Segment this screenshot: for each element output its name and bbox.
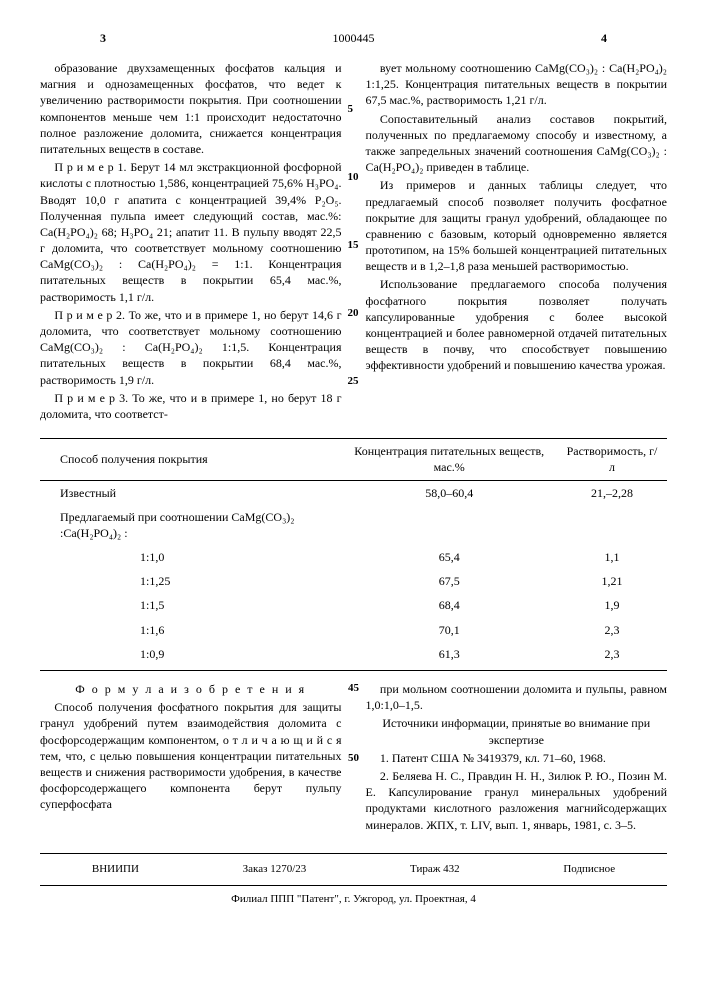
cell: 1:1,5 (40, 593, 341, 617)
line-num: 50 (348, 751, 359, 766)
table-row: 1:1,25 67,5 1,21 (40, 569, 667, 593)
cell: 61,3 (341, 642, 557, 671)
line-num: 5 (348, 102, 354, 117)
line-num: 15 (348, 238, 359, 253)
body-text: П р и м е р 1. Берут 14 мл экстракционно… (40, 159, 342, 305)
cell: 1:1,6 (40, 618, 341, 642)
cell: 1:1,0 (40, 545, 341, 569)
table-row: 1:1,0 65,4 1,1 (40, 545, 667, 569)
bottom-left-column: Ф о р м у л а и з о б р е т е н и я Спос… (40, 681, 342, 835)
body-text: Из примеров и данных таблицы следует, чт… (366, 177, 668, 274)
body-text: образование двухзамещенных фосфатов каль… (40, 60, 342, 157)
cell: 1,9 (557, 593, 667, 617)
line-num: 20 (348, 306, 359, 321)
col-header: Растворимость, г/л (557, 439, 667, 480)
cell: 65,4 (341, 545, 557, 569)
patent-number: 1000445 (333, 30, 375, 46)
body-text: Способ получения фосфатного покрытия для… (40, 699, 342, 812)
footer-address: Филиал ППП "Патент", г. Ужгород, ул. Про… (40, 892, 667, 907)
cell: 1,1 (557, 545, 667, 569)
cell: 21,–2,28 (557, 480, 667, 505)
body-text: 2. Беляева Н. С., Правдин Н. Н., Зилюк Р… (366, 768, 668, 833)
table-header-row: Способ получения покрытия Концентрация п… (40, 439, 667, 480)
cell: 2,3 (557, 618, 667, 642)
footer-row: ВНИИПИ Заказ 1270/23 Тираж 432 Подписное (40, 860, 667, 879)
footer: ВНИИПИ Заказ 1270/23 Тираж 432 Подписное… (40, 853, 667, 907)
cell: 68,4 (341, 593, 557, 617)
cell (557, 505, 667, 545)
table-row: 1:1,6 70,1 2,3 (40, 618, 667, 642)
claims-title: Ф о р м у л а и з о б р е т е н и я (40, 681, 342, 697)
body-text: П р и м е р 3. То же, что и в примере 1,… (40, 390, 342, 422)
comparison-table: Способ получения покрытия Концентрация п… (40, 438, 667, 671)
line-num: 25 (348, 374, 359, 389)
table-row: Известный 58,0–60,4 21,–2,28 (40, 480, 667, 505)
sources-title: Источники информации, принятые во вниман… (366, 715, 668, 747)
left-column: образование двухзамещенных фосфатов каль… (40, 60, 342, 424)
line-num: 10 (348, 170, 359, 185)
cell: Предлагаемый при соотношении CaMg(CO₃)₂ … (40, 505, 341, 545)
bottom-right-column: при мольном соотношении доломита и пульп… (366, 681, 668, 835)
body-text: вует мольному соотношению CaMg(CO₃)₂ : C… (366, 60, 668, 109)
col-header: Способ получения покрытия (40, 439, 341, 480)
body-text: Сопоставительный анализ составов покрыти… (366, 111, 668, 176)
main-columns: 5 10 15 20 25 образование двухзамещенных… (40, 60, 667, 424)
col-header: Концентрация питательных веществ, мас.% (341, 439, 557, 480)
bottom-columns: 45 50 Ф о р м у л а и з о б р е т е н и … (40, 681, 667, 835)
footer-order: Заказ 1270/23 (243, 862, 307, 877)
cell: 1:1,25 (40, 569, 341, 593)
body-text: при мольном соотношении доломита и пульп… (366, 681, 668, 713)
cell: Известный (40, 480, 341, 505)
right-column: вует мольному соотношению CaMg(CO₃)₂ : C… (366, 60, 668, 424)
line-num: 45 (348, 681, 359, 696)
table-row: Предлагаемый при соотношении CaMg(CO₃)₂ … (40, 505, 667, 545)
table-row: 1:1,5 68,4 1,9 (40, 593, 667, 617)
cell: 1:0,9 (40, 642, 341, 671)
body-text: П р и м е р 2. То же, что и в примере 1,… (40, 307, 342, 388)
footer-org: ВНИИПИ (92, 862, 139, 877)
body-text: 1. Патент США № 3419379, кл. 71–60, 1968… (366, 750, 668, 766)
cell: 67,5 (341, 569, 557, 593)
table-row: 1:0,9 61,3 2,3 (40, 642, 667, 671)
cell (341, 505, 557, 545)
footer-tirazh: Тираж 432 (410, 862, 460, 877)
cell: 1,21 (557, 569, 667, 593)
page-num-right: 4 (601, 30, 607, 46)
footer-sign: Подписное (563, 862, 615, 877)
cell: 2,3 (557, 642, 667, 671)
cell: 58,0–60,4 (341, 480, 557, 505)
cell: 70,1 (341, 618, 557, 642)
body-text: Использование предлагаемого способа полу… (366, 276, 668, 373)
page-header: 3 1000445 4 (40, 30, 667, 50)
page-num-left: 3 (100, 30, 106, 46)
